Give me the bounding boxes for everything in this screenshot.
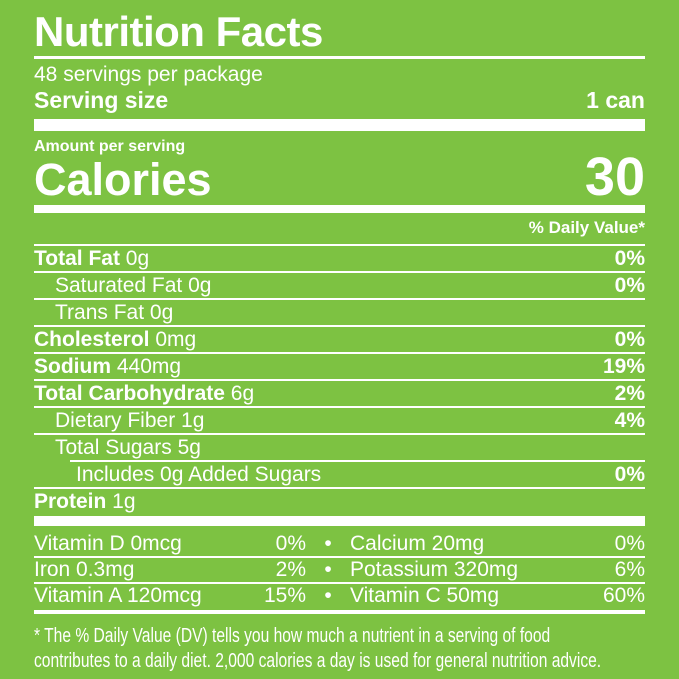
nutrient-daily-value: 0% <box>614 328 645 351</box>
nutrient-daily-value: 0% <box>614 247 645 270</box>
nutrient-name: Total Fat <box>34 247 120 270</box>
row-divider <box>34 379 645 381</box>
row-divider <box>34 325 645 327</box>
nutrient-daily-value: 0% <box>614 463 645 486</box>
nutrient-row: Sodium 440mg 19% <box>34 354 645 379</box>
nutrient-amount: 0g <box>182 274 212 297</box>
row-divider <box>34 487 645 489</box>
nutrient-amount: 0g <box>119 247 150 270</box>
nutrient-row: Protein 1g <box>34 489 645 514</box>
nutrient-amount: 5g <box>171 436 201 459</box>
micronutrient-right-value: 60% <box>602 584 645 607</box>
micronutrient-right-name: Vitamin C 50mg <box>350 584 500 607</box>
label-title: Nutrition Facts <box>34 8 323 55</box>
row-divider <box>34 556 645 558</box>
daily-value-footnote: * The % Daily Value (DV) tells you how m… <box>34 624 645 674</box>
nutrient-daily-value: 0% <box>614 274 645 297</box>
serving-size-label: Serving size <box>34 87 169 113</box>
nutrient-daily-value: 4% <box>614 409 645 432</box>
nutrient-daily-value: 19% <box>602 355 645 378</box>
micronutrient-left-value: 2% <box>275 558 306 581</box>
nutrient-table: Total Fat 0g 0% Saturated Fat 0g 0% Tran… <box>34 246 645 514</box>
nutrient-row: Total Fat 0g 0% <box>34 246 645 271</box>
nutrient-row: Saturated Fat 0g 0% <box>34 273 645 298</box>
thick-divider-bottom <box>34 516 645 526</box>
micronutrient-right-value: 6% <box>614 558 645 581</box>
row-divider <box>34 244 645 246</box>
nutrient-row: Trans Fat 0g <box>34 300 645 325</box>
micronutrient-row: Vitamin D 0mcg 0% • Calcium 20mg 0% <box>34 532 645 556</box>
row-divider <box>34 582 645 584</box>
bullet-separator: • <box>324 558 332 581</box>
calories-row: Calories 30 <box>34 147 645 207</box>
nutrient-name: Dietary Fiber <box>55 409 176 432</box>
nutrient-name: Total Carbohydrate <box>34 382 225 405</box>
micronutrient-left-value: 15% <box>263 584 306 607</box>
nutrient-name: Cholesterol <box>34 328 150 351</box>
micronutrient-left-value: 0% <box>275 532 306 555</box>
bullet-separator: • <box>324 532 332 555</box>
micronutrient-left-name: Iron 0.3mg <box>34 558 135 581</box>
micronutrient-right-value: 0% <box>614 532 645 555</box>
nutrient-amount: 6g <box>224 382 255 405</box>
micronutrient-row: Vitamin A 120mcg 15% • Vitamin C 50mg 60… <box>34 584 645 608</box>
serving-size-value: 1 can <box>586 87 645 113</box>
nutrient-name: Sodium <box>34 355 111 378</box>
nutrient-name: Total Sugars <box>55 436 172 459</box>
micronutrient-row: Iron 0.3mg 2% • Potassium 320mg 6% <box>34 558 645 582</box>
nutrient-daily-value: 2% <box>614 382 645 405</box>
nutrient-row: Includes 0g Added Sugars 0% <box>34 462 645 487</box>
row-divider <box>34 433 645 435</box>
nutrient-name: Trans Fat <box>55 301 145 324</box>
thick-divider-top <box>34 119 645 131</box>
bullet-separator: • <box>324 584 332 607</box>
row-divider <box>34 298 645 300</box>
micronutrient-right-name: Potassium 320mg <box>350 558 519 581</box>
nutrient-amount: 1g <box>175 409 205 432</box>
nutrient-amount: 0g <box>144 301 174 324</box>
nutrient-amount: 0mg <box>149 328 197 351</box>
nutrient-row: Total Sugars 5g <box>34 435 645 460</box>
nutrient-amount: 440mg <box>111 355 182 378</box>
title-underline <box>34 56 645 59</box>
nutrient-row: Cholesterol 0mg 0% <box>34 327 645 352</box>
footnote-line-1: * The % Daily Value (DV) tells you how m… <box>34 625 551 647</box>
micronutrient-left-name: Vitamin A 120mcg <box>34 584 202 607</box>
nutrient-name: Saturated Fat <box>55 274 183 297</box>
servings-per-package: 48 servings per package <box>34 63 263 86</box>
nutrient-row: Dietary Fiber 1g 4% <box>34 408 645 433</box>
micronutrient-left-name: Vitamin D 0mcg <box>34 532 182 555</box>
serving-size-row: Serving size 1 can <box>34 87 645 113</box>
daily-value-header: % Daily Value* <box>528 218 645 237</box>
micronutrient-right-name: Calcium 20mg <box>350 532 485 555</box>
nutrient-row: Total Carbohydrate 6g 2% <box>34 381 645 406</box>
footnote-line-2: contributes to a daily diet. 2,000 calor… <box>34 650 602 672</box>
row-divider <box>34 406 645 408</box>
nutrient-amount: 1g <box>106 490 136 513</box>
nutrient-name: Protein <box>34 490 107 513</box>
calories-label: Calories <box>34 154 212 205</box>
micronutrient-table: Vitamin D 0mcg 0% • Calcium 20mg 0% Iron… <box>34 532 645 608</box>
nutrient-name: Includes 0g Added Sugars <box>76 463 322 486</box>
calories-value: 30 <box>584 147 645 207</box>
footnote-divider <box>34 610 645 614</box>
row-divider <box>34 271 645 273</box>
amount-per-serving-label: Amount per serving <box>34 138 186 155</box>
medium-divider <box>34 205 645 213</box>
row-divider <box>70 460 645 462</box>
row-divider <box>34 352 645 354</box>
